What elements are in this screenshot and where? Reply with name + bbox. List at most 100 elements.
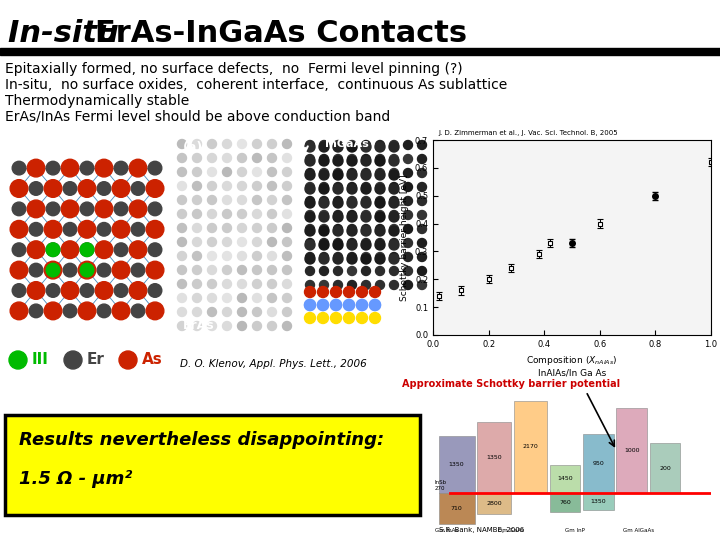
Circle shape [207,307,217,316]
Circle shape [347,184,357,194]
Circle shape [253,307,261,316]
Circle shape [178,238,186,246]
Circle shape [146,220,164,238]
Circle shape [80,264,94,277]
Circle shape [112,180,130,197]
Circle shape [356,300,367,310]
Circle shape [305,142,315,152]
Circle shape [376,140,384,150]
Text: 760: 760 [559,500,571,505]
Circle shape [80,243,94,256]
Circle shape [319,198,329,208]
Circle shape [253,294,261,302]
Circle shape [129,241,147,259]
Circle shape [282,294,292,302]
Circle shape [192,224,202,233]
Circle shape [10,180,28,197]
Circle shape [207,153,217,163]
Circle shape [305,287,315,298]
Circle shape [333,267,343,275]
Circle shape [222,321,232,330]
Circle shape [330,287,341,298]
Circle shape [319,226,329,236]
Text: 1350: 1350 [590,498,606,504]
Circle shape [319,240,329,250]
Circle shape [78,180,96,197]
Text: Epitaxially formed, no surface defects,  no  Fermi level pinning (?): Epitaxially formed, no surface defects, … [5,62,463,76]
Circle shape [361,170,371,180]
Circle shape [333,239,343,247]
Circle shape [238,153,246,163]
Circle shape [390,197,398,206]
Circle shape [343,300,354,310]
Circle shape [403,225,413,233]
Circle shape [305,253,315,261]
Circle shape [319,212,329,222]
Circle shape [333,211,343,219]
Circle shape [207,238,217,246]
Text: In-situ,  no surface oxides,  coherent interface,  continuous As sublattice: In-situ, no surface oxides, coherent int… [5,78,508,92]
Circle shape [148,161,162,175]
Circle shape [27,159,45,177]
Circle shape [192,294,202,302]
Circle shape [192,266,202,274]
Circle shape [282,321,292,330]
Circle shape [222,167,232,177]
Circle shape [348,183,356,192]
Circle shape [375,254,385,264]
Circle shape [178,266,186,274]
Circle shape [347,198,357,208]
Circle shape [369,287,380,298]
Circle shape [178,181,186,191]
Circle shape [253,224,261,233]
Circle shape [318,300,328,310]
Circle shape [80,202,94,215]
Circle shape [222,294,232,302]
Circle shape [375,198,385,208]
Circle shape [63,222,77,236]
Circle shape [268,238,276,246]
Circle shape [268,252,276,260]
Circle shape [361,184,371,194]
Circle shape [305,226,315,236]
Bar [513,401,547,492]
Circle shape [253,252,261,260]
Circle shape [238,139,246,148]
Circle shape [97,181,111,195]
Circle shape [78,261,96,279]
Circle shape [129,282,147,299]
Circle shape [305,313,315,323]
Text: Gm AlGaAs: Gm AlGaAs [623,528,654,533]
Circle shape [268,139,276,148]
Circle shape [253,195,261,205]
Circle shape [27,200,45,218]
Circle shape [361,198,371,208]
Circle shape [403,197,413,206]
Text: ErAs: ErAs [183,319,215,332]
Text: 1350: 1350 [449,462,464,467]
Circle shape [376,183,384,192]
Text: 710: 710 [451,506,462,511]
Circle shape [238,238,246,246]
Circle shape [238,195,246,205]
Circle shape [390,253,398,261]
Circle shape [361,140,371,150]
Circle shape [390,211,398,219]
Circle shape [282,238,292,246]
Circle shape [333,140,343,150]
Text: InGaAs: InGaAs [325,139,369,149]
Circle shape [361,168,371,178]
Circle shape [253,167,261,177]
Circle shape [63,181,77,195]
Circle shape [80,284,94,298]
Circle shape [369,300,380,310]
Circle shape [418,168,426,178]
Circle shape [207,181,217,191]
Circle shape [333,240,343,250]
Circle shape [347,142,357,152]
Circle shape [333,170,343,180]
Text: III: III [32,353,49,368]
Circle shape [192,153,202,163]
Circle shape [253,266,261,274]
Circle shape [112,302,130,320]
